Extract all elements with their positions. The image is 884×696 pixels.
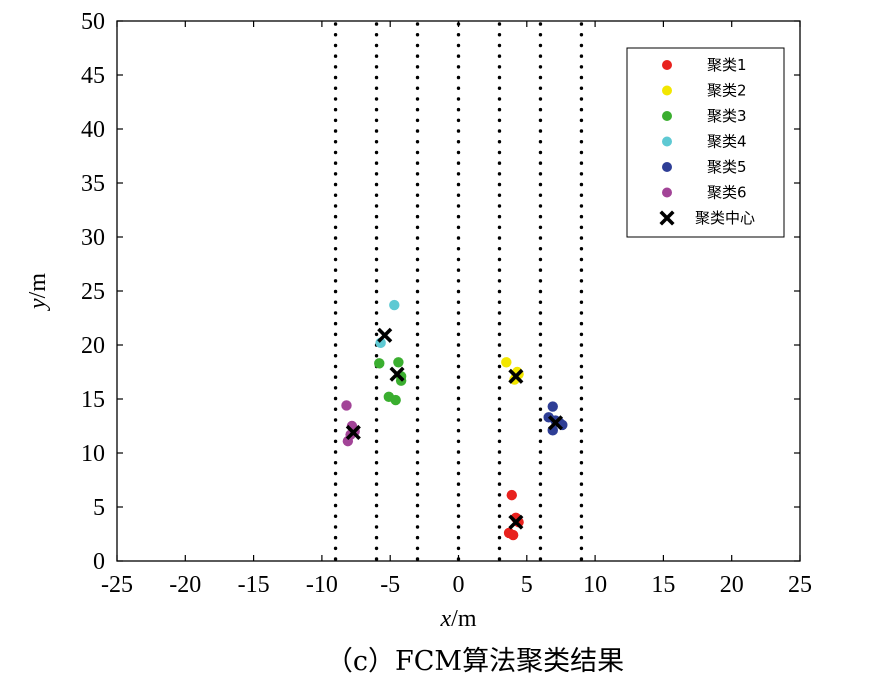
y-tick-label: 30 — [81, 225, 105, 251]
cluster-centers — [345, 327, 564, 530]
y-tick-labels: 0 5 10 15 20 25 30 35 40 45 50 — [81, 9, 105, 575]
x-tick-label: 5 — [521, 572, 533, 598]
x-tick-label: -10 — [306, 572, 338, 598]
y-tick-label: 40 — [81, 117, 105, 143]
x-axis-label: x/m — [440, 606, 477, 632]
cluster-center-marker — [508, 514, 524, 530]
legend-marker — [662, 60, 672, 70]
legend-label: 聚类4 — [707, 133, 747, 151]
axis-ticks — [116, 20, 801, 562]
data-point-cluster-2 — [501, 357, 512, 368]
x-tick-labels: -25 -20 -15 -10 -5 0 5 10 15 20 25 — [101, 572, 812, 598]
cluster-center-marker — [508, 368, 524, 384]
data-point-cluster-3 — [390, 394, 401, 406]
x-tick-label: 0 — [453, 572, 465, 598]
x-tick-label: 20 — [720, 572, 744, 598]
data-point-cluster-4 — [389, 299, 400, 311]
y-tick-label: 5 — [93, 495, 105, 521]
legend-marker — [662, 136, 672, 147]
vertical-dotted-lines — [333, 22, 584, 563]
legend-item: 聚类中心 — [659, 209, 755, 227]
legend-item: 聚类4 — [662, 133, 747, 151]
cluster-center-marker — [389, 366, 405, 382]
legend-item: 聚类1 — [662, 56, 747, 74]
cluster-center-marker — [377, 327, 393, 343]
y-tick-label: 35 — [81, 171, 105, 197]
figure-caption: （c）FCM算法聚类结果 — [326, 646, 624, 677]
x-tick-label: -20 — [169, 572, 201, 598]
cluster-center-marker — [345, 424, 361, 441]
y-tick-label: 50 — [81, 9, 105, 35]
legend-label: 聚类3 — [707, 107, 747, 125]
x-tick-label: -15 — [238, 572, 270, 598]
legend-box — [626, 47, 785, 238]
data-point-cluster-1 — [506, 489, 517, 501]
legend: 聚类1 聚类2 聚类3 聚类4 聚类5 聚类6 聚类中心 — [626, 47, 785, 238]
legend-label: 聚类5 — [707, 158, 747, 176]
legend-item: 聚类3 — [662, 107, 747, 125]
y-axis-label: y/m — [25, 273, 51, 311]
data-point-cluster-5 — [547, 401, 558, 412]
legend-label: 聚类1 — [707, 56, 747, 74]
y-tick-label: 25 — [81, 279, 105, 305]
y-tick-label: 15 — [81, 387, 105, 413]
cluster-center-marker — [547, 415, 564, 431]
x-tick-label: 10 — [583, 572, 607, 598]
data-point-cluster-3 — [393, 357, 404, 368]
data-point-cluster-3 — [374, 358, 385, 369]
legend-label: 聚类6 — [707, 184, 747, 202]
legend-item: 聚类5 — [662, 158, 747, 176]
y-tick-label: 20 — [81, 333, 105, 359]
legend-item: 聚类6 — [662, 184, 747, 202]
x-tick-label: -5 — [380, 572, 400, 598]
legend-marker — [662, 111, 672, 121]
x-tick-label: 25 — [788, 572, 812, 598]
legend-marker — [662, 187, 672, 198]
data-point-cluster-6 — [342, 435, 354, 447]
data-point-cluster-1 — [507, 529, 519, 541]
y-tick-label: 0 — [93, 549, 105, 575]
legend-item: 聚类2 — [662, 82, 747, 100]
legend-marker — [662, 162, 672, 172]
y-tick-label: 45 — [81, 63, 105, 89]
legend-marker — [662, 85, 672, 96]
legend-label: 聚类2 — [707, 82, 747, 100]
legend-marker — [659, 210, 675, 226]
legend-label: 聚类中心 — [695, 209, 755, 227]
x-tick-label: 15 — [651, 572, 675, 598]
y-tick-label: 10 — [81, 441, 105, 467]
data-point-cluster-6 — [341, 400, 352, 411]
x-tick-label: -25 — [101, 572, 133, 598]
